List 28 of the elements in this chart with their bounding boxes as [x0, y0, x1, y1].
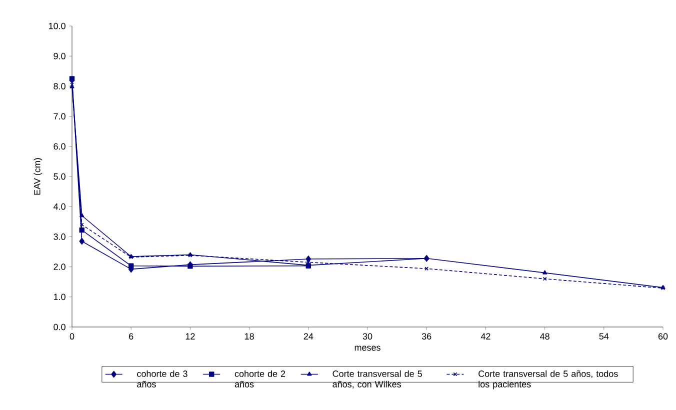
legend-label: cohorte de 3 años — [137, 370, 188, 388]
y-tick-label: 1.0 — [54, 294, 66, 300]
y-tick-label: 10.0 — [48, 22, 66, 30]
x-tick-label: 18 — [244, 333, 254, 340]
y-tick-label: 8.0 — [54, 83, 66, 90]
y-tick-label: 9.0 — [54, 52, 66, 60]
legend-label: Corte transversal de 5 años, con Wilkes — [332, 370, 422, 388]
y-tick-label: 7.0 — [54, 113, 66, 120]
x-tick-label: 48 — [540, 333, 550, 340]
x-tick-label: 42 — [480, 333, 490, 340]
x-tick-label: 0 — [70, 333, 74, 340]
x-tick-label: 24 — [304, 333, 314, 340]
x-axis-title: meses — [354, 346, 380, 351]
x-tick-label: 6 — [129, 333, 134, 340]
x-tick-label: 60 — [658, 333, 668, 340]
y-tick-label: 2.0 — [54, 264, 66, 270]
x-tick-label: 30 — [362, 333, 372, 340]
x-tick-label: 12 — [186, 333, 195, 340]
x-tick-label: 54 — [599, 333, 609, 340]
y-tick-label: 5.0 — [54, 173, 66, 180]
x-tick-label: 36 — [422, 333, 432, 340]
legend-label: Corte transversal de 5 años, todos los pacientes — [478, 370, 618, 390]
y-axis-title: EAV (cm) — [34, 158, 42, 195]
y-tick-label: 0.0 — [54, 324, 66, 330]
y-tick-label: 4.0 — [54, 203, 66, 210]
legend-label: cohorte de 2 años — [234, 370, 286, 388]
y-tick-label: 6.0 — [54, 143, 66, 150]
y-tick-label: 3.0 — [54, 234, 66, 240]
